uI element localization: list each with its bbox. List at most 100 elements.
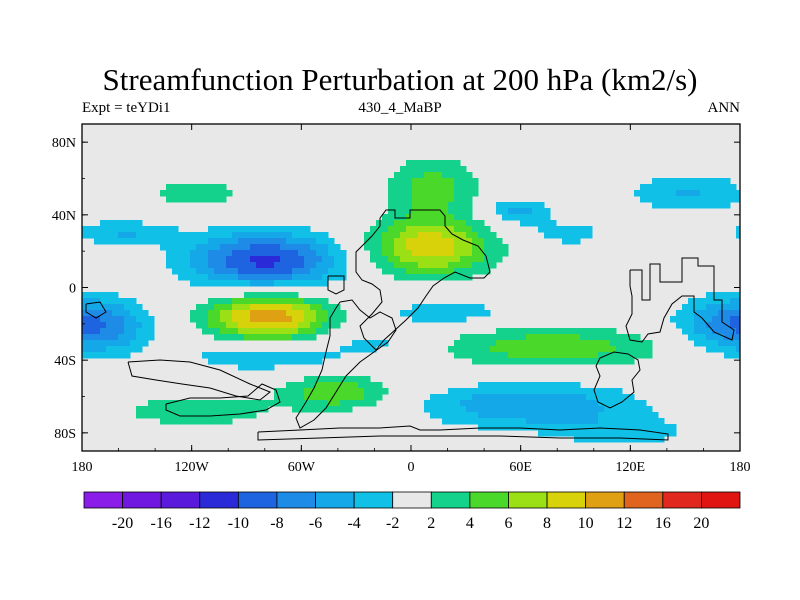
field-cell <box>526 220 533 227</box>
field-cell <box>736 352 741 359</box>
field-cell <box>466 406 473 413</box>
field-cell <box>436 160 443 167</box>
field-cell <box>148 406 155 413</box>
field-cell <box>466 220 473 227</box>
field-cell <box>160 232 167 239</box>
field-cell <box>550 220 557 227</box>
field-cell <box>136 232 143 239</box>
field-cell <box>610 424 617 431</box>
field-cell <box>580 352 587 359</box>
field-cell <box>730 322 737 329</box>
field-cell <box>466 388 473 395</box>
field-cell <box>292 244 299 251</box>
field-cell <box>412 190 419 197</box>
field-cell <box>694 196 701 203</box>
field-cell <box>394 178 401 185</box>
field-cell <box>424 202 431 209</box>
field-cell <box>736 226 741 233</box>
colorbar-label: -20 <box>112 515 133 532</box>
field-cell <box>388 256 395 263</box>
field-cell <box>550 394 557 401</box>
field-cell <box>226 262 233 269</box>
field-cell <box>190 256 197 263</box>
field-cell <box>628 358 635 365</box>
field-cell <box>352 394 359 401</box>
field-cell <box>472 304 479 311</box>
field-cell <box>700 202 707 209</box>
field-cell <box>82 226 89 233</box>
field-cell <box>94 298 101 305</box>
field-cell <box>244 322 251 329</box>
field-cell <box>244 226 251 233</box>
field-cell <box>268 328 275 335</box>
field-cell <box>112 232 119 239</box>
field-cell <box>700 184 707 191</box>
field-cell <box>106 352 113 359</box>
field-cell <box>328 376 335 383</box>
field-cell <box>232 232 239 239</box>
field-cell <box>640 190 647 197</box>
field-cell <box>220 238 227 245</box>
field-cell <box>484 394 491 401</box>
field-cell <box>436 238 443 245</box>
field-cell <box>472 220 479 227</box>
field-cell <box>478 304 485 311</box>
field-cell <box>430 394 437 401</box>
field-cell <box>424 232 431 239</box>
field-cell <box>172 268 179 275</box>
field-cell <box>604 436 611 443</box>
field-cell <box>160 400 167 407</box>
field-cell <box>196 400 203 407</box>
field-cell <box>724 196 731 203</box>
field-cell <box>454 262 461 269</box>
field-cell <box>472 346 479 353</box>
field-cell <box>466 244 473 251</box>
field-cell <box>304 232 311 239</box>
field-cell <box>580 346 587 353</box>
field-cell <box>568 226 575 233</box>
field-cell <box>280 322 287 329</box>
field-cell <box>310 298 317 305</box>
field-cell <box>508 202 515 209</box>
field-cell <box>526 328 533 335</box>
field-cell <box>538 352 545 359</box>
field-cell <box>136 334 143 341</box>
field-cell <box>250 334 257 341</box>
field-cell <box>136 412 143 419</box>
field-cell <box>520 220 527 227</box>
field-cell <box>568 406 575 413</box>
field-cell <box>580 340 587 347</box>
field-cell <box>208 250 215 257</box>
field-cell <box>88 304 95 311</box>
field-cell <box>310 250 317 257</box>
field-cell <box>382 220 389 227</box>
field-cell <box>208 256 215 263</box>
field-cell <box>496 202 503 209</box>
field-cell <box>736 316 741 323</box>
field-cell <box>544 232 551 239</box>
field-cell <box>376 388 383 395</box>
field-cell <box>634 400 641 407</box>
field-cell <box>394 190 401 197</box>
field-cell <box>520 334 527 341</box>
field-cell <box>736 298 741 305</box>
field-cell <box>460 238 467 245</box>
field-cell <box>658 196 665 203</box>
field-cell <box>400 178 407 185</box>
field-cell <box>214 418 221 425</box>
field-cell <box>250 322 257 329</box>
field-cell <box>328 250 335 257</box>
field-cell <box>220 274 227 281</box>
field-cell <box>202 352 209 359</box>
field-cell <box>226 400 233 407</box>
field-cell <box>250 310 257 317</box>
field-cell <box>544 388 551 395</box>
field-cell <box>136 220 143 227</box>
field-cell <box>244 232 251 239</box>
field-cell <box>466 340 473 347</box>
field-cell <box>430 268 437 275</box>
field-cell <box>670 196 677 203</box>
field-cell <box>178 412 185 419</box>
field-cell <box>412 184 419 191</box>
field-cell <box>682 328 689 335</box>
